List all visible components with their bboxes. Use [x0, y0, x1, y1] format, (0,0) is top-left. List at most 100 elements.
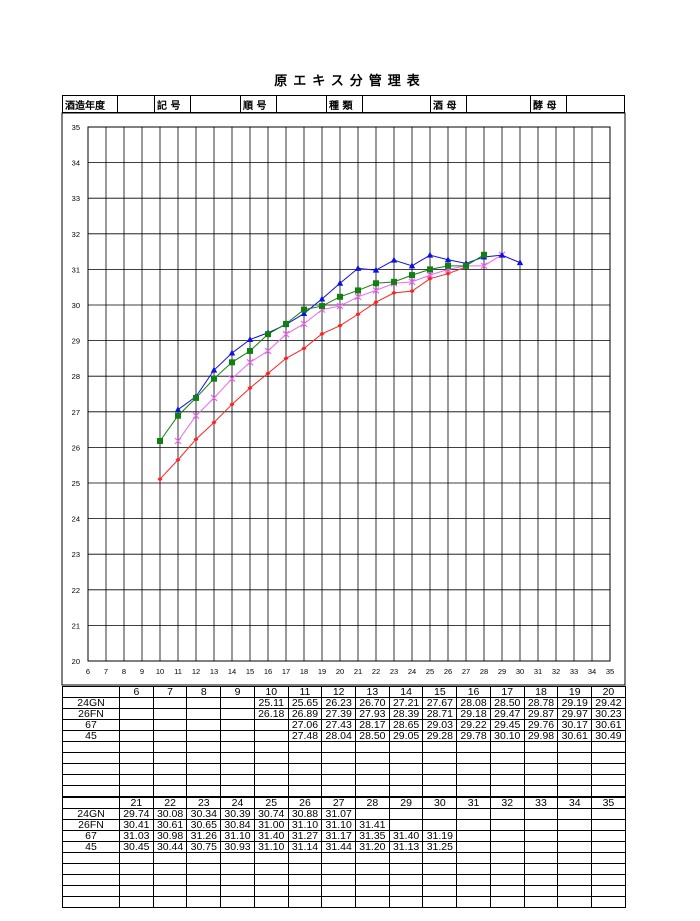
data-cell[interactable]: 31.10: [321, 819, 357, 831]
blank-cell[interactable]: [119, 852, 154, 864]
data-cell[interactable]: 30.74: [253, 808, 289, 820]
blank-cell[interactable]: [557, 852, 593, 864]
data-cell[interactable]: [591, 841, 626, 853]
blank-cell[interactable]: [220, 863, 255, 875]
blank-cell[interactable]: [591, 785, 626, 797]
data-cell[interactable]: 30.93: [220, 841, 255, 853]
blank-cell[interactable]: [287, 774, 323, 786]
data-cell[interactable]: 31.41: [355, 819, 390, 831]
blank-cell[interactable]: [355, 852, 390, 864]
blank-cell[interactable]: [523, 896, 559, 908]
data-cell[interactable]: 30.75: [186, 841, 222, 853]
blank-cell[interactable]: [152, 885, 188, 897]
blank-cell[interactable]: [152, 896, 188, 908]
data-cell[interactable]: 29.05: [388, 730, 424, 742]
blank-cell[interactable]: [489, 741, 525, 753]
blank-cell[interactable]: [456, 863, 491, 875]
data-cell[interactable]: [489, 808, 525, 820]
blank-cell[interactable]: [321, 863, 357, 875]
blank-cell[interactable]: [119, 785, 154, 797]
blank-cell[interactable]: [152, 863, 188, 875]
data-cell[interactable]: [152, 708, 188, 720]
blank-cell[interactable]: [119, 741, 154, 753]
blank-cell[interactable]: [489, 852, 525, 864]
data-cell[interactable]: 26.89: [287, 708, 323, 720]
blank-cell[interactable]: [287, 752, 323, 764]
blank-cell[interactable]: [591, 763, 626, 775]
data-cell[interactable]: [355, 808, 390, 820]
data-cell[interactable]: 28.08: [456, 697, 491, 709]
blank-cell[interactable]: [152, 785, 188, 797]
blank-cell[interactable]: [186, 774, 222, 786]
blank-cell[interactable]: [591, 852, 626, 864]
data-cell[interactable]: 30.88: [287, 808, 323, 820]
blank-cell[interactable]: [253, 874, 289, 886]
data-cell[interactable]: [523, 830, 559, 842]
data-cell[interactable]: [152, 697, 188, 709]
blank-cell[interactable]: [388, 874, 424, 886]
blank-cell[interactable]: [355, 752, 390, 764]
blank-cell[interactable]: [456, 785, 491, 797]
blank-cell[interactable]: [119, 774, 154, 786]
blank-cell[interactable]: [422, 896, 458, 908]
data-cell[interactable]: [523, 808, 559, 820]
blank-cell[interactable]: [321, 763, 357, 775]
data-cell[interactable]: 30.98: [152, 830, 188, 842]
blank-cell[interactable]: [287, 874, 323, 886]
blank-cell[interactable]: [456, 896, 491, 908]
blank-cell[interactable]: [355, 741, 390, 753]
data-cell[interactable]: 29.03: [422, 719, 458, 731]
data-cell[interactable]: [591, 808, 626, 820]
data-cell[interactable]: [186, 730, 222, 742]
data-cell[interactable]: [489, 830, 525, 842]
blank-cell[interactable]: [355, 863, 390, 875]
data-cell[interactable]: 29.97: [557, 708, 593, 720]
data-cell[interactable]: [557, 841, 593, 853]
blank-cell[interactable]: [152, 763, 188, 775]
data-cell[interactable]: 31.40: [253, 830, 289, 842]
data-cell[interactable]: 27.43: [321, 719, 357, 731]
blank-cell[interactable]: [523, 763, 559, 775]
data-cell[interactable]: 30.23: [591, 708, 626, 720]
data-cell[interactable]: 29.98: [523, 730, 559, 742]
blank-cell[interactable]: [557, 763, 593, 775]
data-cell[interactable]: 30.44: [152, 841, 188, 853]
blank-cell[interactable]: [186, 896, 222, 908]
data-cell[interactable]: 31.03: [119, 830, 154, 842]
blank-cell[interactable]: [152, 741, 188, 753]
blank-cell[interactable]: [456, 741, 491, 753]
data-cell[interactable]: 29.78: [456, 730, 491, 742]
data-cell[interactable]: 31.10: [287, 819, 323, 831]
data-cell[interactable]: 31.13: [388, 841, 424, 853]
data-cell[interactable]: 31.07: [321, 808, 357, 820]
blank-cell[interactable]: [220, 774, 255, 786]
blank-cell[interactable]: [388, 774, 424, 786]
blank-cell[interactable]: [220, 896, 255, 908]
data-cell[interactable]: 31.19: [422, 830, 458, 842]
data-cell[interactable]: 29.18: [456, 708, 491, 720]
blank-cell[interactable]: [220, 852, 255, 864]
data-cell[interactable]: 29.45: [489, 719, 525, 731]
data-cell[interactable]: [253, 719, 289, 731]
blank-cell[interactable]: [591, 885, 626, 897]
data-cell[interactable]: [152, 719, 188, 731]
field-yeast[interactable]: [566, 95, 625, 113]
blank-cell[interactable]: [523, 785, 559, 797]
data-cell[interactable]: [119, 708, 154, 720]
blank-cell[interactable]: [388, 741, 424, 753]
blank-cell[interactable]: [186, 852, 222, 864]
blank-cell[interactable]: [253, 885, 289, 897]
data-cell[interactable]: 31.20: [355, 841, 390, 853]
blank-cell[interactable]: [253, 752, 289, 764]
blank-cell[interactable]: [557, 863, 593, 875]
blank-cell[interactable]: [422, 863, 458, 875]
blank-cell[interactable]: [422, 752, 458, 764]
data-cell[interactable]: [523, 841, 559, 853]
blank-cell[interactable]: [321, 741, 357, 753]
blank-cell[interactable]: [287, 741, 323, 753]
data-cell[interactable]: [220, 719, 255, 731]
data-cell[interactable]: [220, 708, 255, 720]
blank-cell[interactable]: [220, 885, 255, 897]
blank-cell[interactable]: [119, 885, 154, 897]
data-cell[interactable]: [119, 697, 154, 709]
